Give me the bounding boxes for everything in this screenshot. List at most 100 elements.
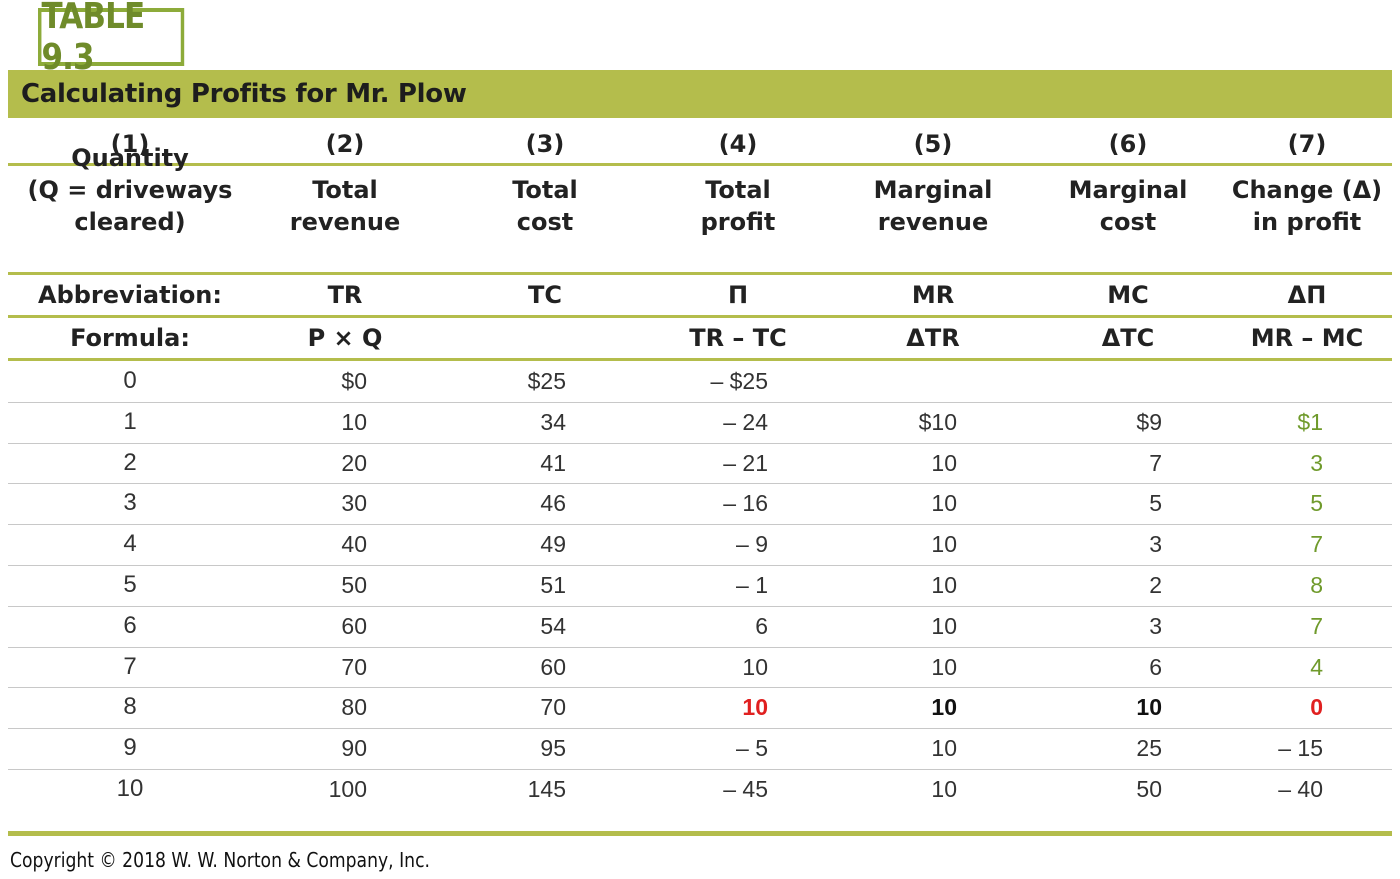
row-separator bbox=[8, 687, 1392, 689]
table-cell: 80 bbox=[341, 694, 367, 721]
table-cell: 3 bbox=[1310, 449, 1323, 476]
row-separator bbox=[8, 442, 1392, 444]
table-cell: 3 bbox=[1149, 531, 1162, 558]
table-cell: – 9 bbox=[736, 531, 768, 558]
table-cell: 40 bbox=[341, 531, 367, 558]
cell-quantity: 3 bbox=[123, 489, 137, 517]
table-cell: $9 bbox=[1136, 408, 1162, 435]
table-rule bbox=[8, 272, 1392, 275]
table-cell: 0 bbox=[1310, 694, 1323, 721]
table-number-badge: TABLE 9.3 bbox=[38, 0, 185, 78]
table-cell: 7 bbox=[1310, 612, 1323, 639]
column-heading-line: Total bbox=[312, 176, 378, 204]
table-rule bbox=[8, 831, 1392, 836]
table-cell: 10 bbox=[931, 612, 957, 639]
table-cell: 51 bbox=[540, 572, 566, 598]
column-number: (7) bbox=[1287, 130, 1327, 158]
table-cell: 90 bbox=[341, 735, 367, 762]
table-cell: $0 bbox=[341, 368, 367, 394]
column-number: (3) bbox=[525, 130, 565, 158]
table-cell: 34 bbox=[540, 408, 566, 435]
table-cell: – 15 bbox=[1278, 735, 1323, 762]
table-cell: – 5 bbox=[736, 735, 768, 762]
table-cell: 2 bbox=[1149, 572, 1162, 598]
table-cell: 100 bbox=[328, 776, 367, 802]
column-abbreviation: Π bbox=[727, 281, 749, 309]
cell-quantity: 4 bbox=[123, 530, 137, 558]
cell-quantity: 10 bbox=[116, 775, 144, 802]
row-separator bbox=[8, 401, 1392, 403]
cell-quantity: 6 bbox=[123, 611, 137, 639]
column-heading-line: cost bbox=[516, 208, 574, 236]
table-cell: 145 bbox=[527, 776, 566, 802]
column-formula: P × Q bbox=[307, 324, 383, 352]
column-heading-line: Total bbox=[705, 176, 771, 204]
row-separator bbox=[8, 565, 1392, 566]
table-cell: – 21 bbox=[723, 449, 768, 476]
table-cell: 25 bbox=[1136, 735, 1162, 762]
table-cell: 10 bbox=[931, 490, 957, 517]
table-cell: $25 bbox=[527, 368, 566, 394]
table-cell: 10 bbox=[931, 776, 957, 802]
table-cell: 7 bbox=[1149, 449, 1162, 476]
table-cell: 60 bbox=[540, 653, 566, 680]
table-cell: 41 bbox=[540, 449, 566, 476]
table-cell: 3 bbox=[1149, 612, 1162, 639]
copyright-footer: Copyright © 2018 W. W. Norton & Company,… bbox=[10, 848, 430, 872]
column-heading-line: Marginal bbox=[1068, 176, 1188, 204]
table-cell: – 40 bbox=[1278, 776, 1323, 802]
column-heading-line: Marginal bbox=[873, 176, 993, 204]
column-abbreviation: Abbreviation: bbox=[38, 281, 222, 309]
column-abbreviation: MC bbox=[1107, 281, 1149, 309]
row-separator bbox=[8, 524, 1392, 526]
row-separator bbox=[8, 605, 1392, 607]
table-cell: 60 bbox=[341, 612, 367, 639]
table-cell: 20 bbox=[341, 449, 367, 476]
table-title: Calculating Profits for Mr. Plow bbox=[21, 79, 467, 109]
table-cell: 5 bbox=[1149, 490, 1162, 517]
table-cell: 10 bbox=[1136, 694, 1162, 721]
cell-quantity: 5 bbox=[123, 571, 137, 598]
column-formula: TR – TC bbox=[689, 324, 787, 352]
cell-quantity: 1 bbox=[123, 407, 137, 435]
table-cell: – 45 bbox=[723, 776, 768, 802]
table-cell: 49 bbox=[540, 531, 566, 558]
table-cell: $1 bbox=[1297, 408, 1323, 435]
column-number: (6) bbox=[1108, 130, 1148, 158]
table-cell: 50 bbox=[341, 572, 367, 598]
column-formula: Formula: bbox=[70, 324, 190, 352]
table-cell: 10 bbox=[931, 694, 957, 721]
column-number: (5) bbox=[913, 130, 953, 158]
table-cell: 10 bbox=[931, 735, 957, 762]
column-heading-line: cost bbox=[1099, 208, 1157, 236]
column-abbreviation: MR bbox=[911, 281, 955, 309]
column-heading-line: revenue bbox=[289, 208, 401, 236]
column-heading-line: Change (Δ) bbox=[1231, 176, 1383, 204]
table-cell: 8 bbox=[1310, 572, 1323, 598]
table-cell: 70 bbox=[540, 694, 566, 721]
table-cell: – 16 bbox=[723, 490, 768, 517]
column-formula: MR – MC bbox=[1250, 324, 1364, 352]
row-separator bbox=[8, 483, 1392, 485]
table-cell: 10 bbox=[742, 653, 768, 680]
column-heading-line: (Q = driveways bbox=[27, 176, 233, 204]
table-rule bbox=[8, 358, 1392, 361]
table-cell: 46 bbox=[540, 490, 566, 517]
table-cell: 10 bbox=[931, 449, 957, 476]
cell-quantity: 9 bbox=[123, 734, 137, 762]
table-cell: – $25 bbox=[710, 368, 768, 394]
column-heading-line: revenue bbox=[877, 208, 989, 236]
column-abbreviation: ΔΠ bbox=[1287, 281, 1327, 309]
cell-quantity: 2 bbox=[123, 448, 137, 476]
column-number: (1) bbox=[110, 130, 150, 158]
table-rule bbox=[8, 315, 1392, 318]
column-abbreviation: TC bbox=[528, 281, 562, 309]
cell-quantity: 8 bbox=[123, 693, 137, 721]
table-cell: 10 bbox=[931, 572, 957, 598]
column-heading-line: Total bbox=[512, 176, 578, 204]
column-formula: ΔTC bbox=[1101, 324, 1155, 352]
column-abbreviation: TR bbox=[327, 281, 363, 309]
table-cell: 95 bbox=[540, 735, 566, 762]
column-heading-line: in profit bbox=[1252, 208, 1362, 236]
column-number: (4) bbox=[718, 130, 758, 158]
